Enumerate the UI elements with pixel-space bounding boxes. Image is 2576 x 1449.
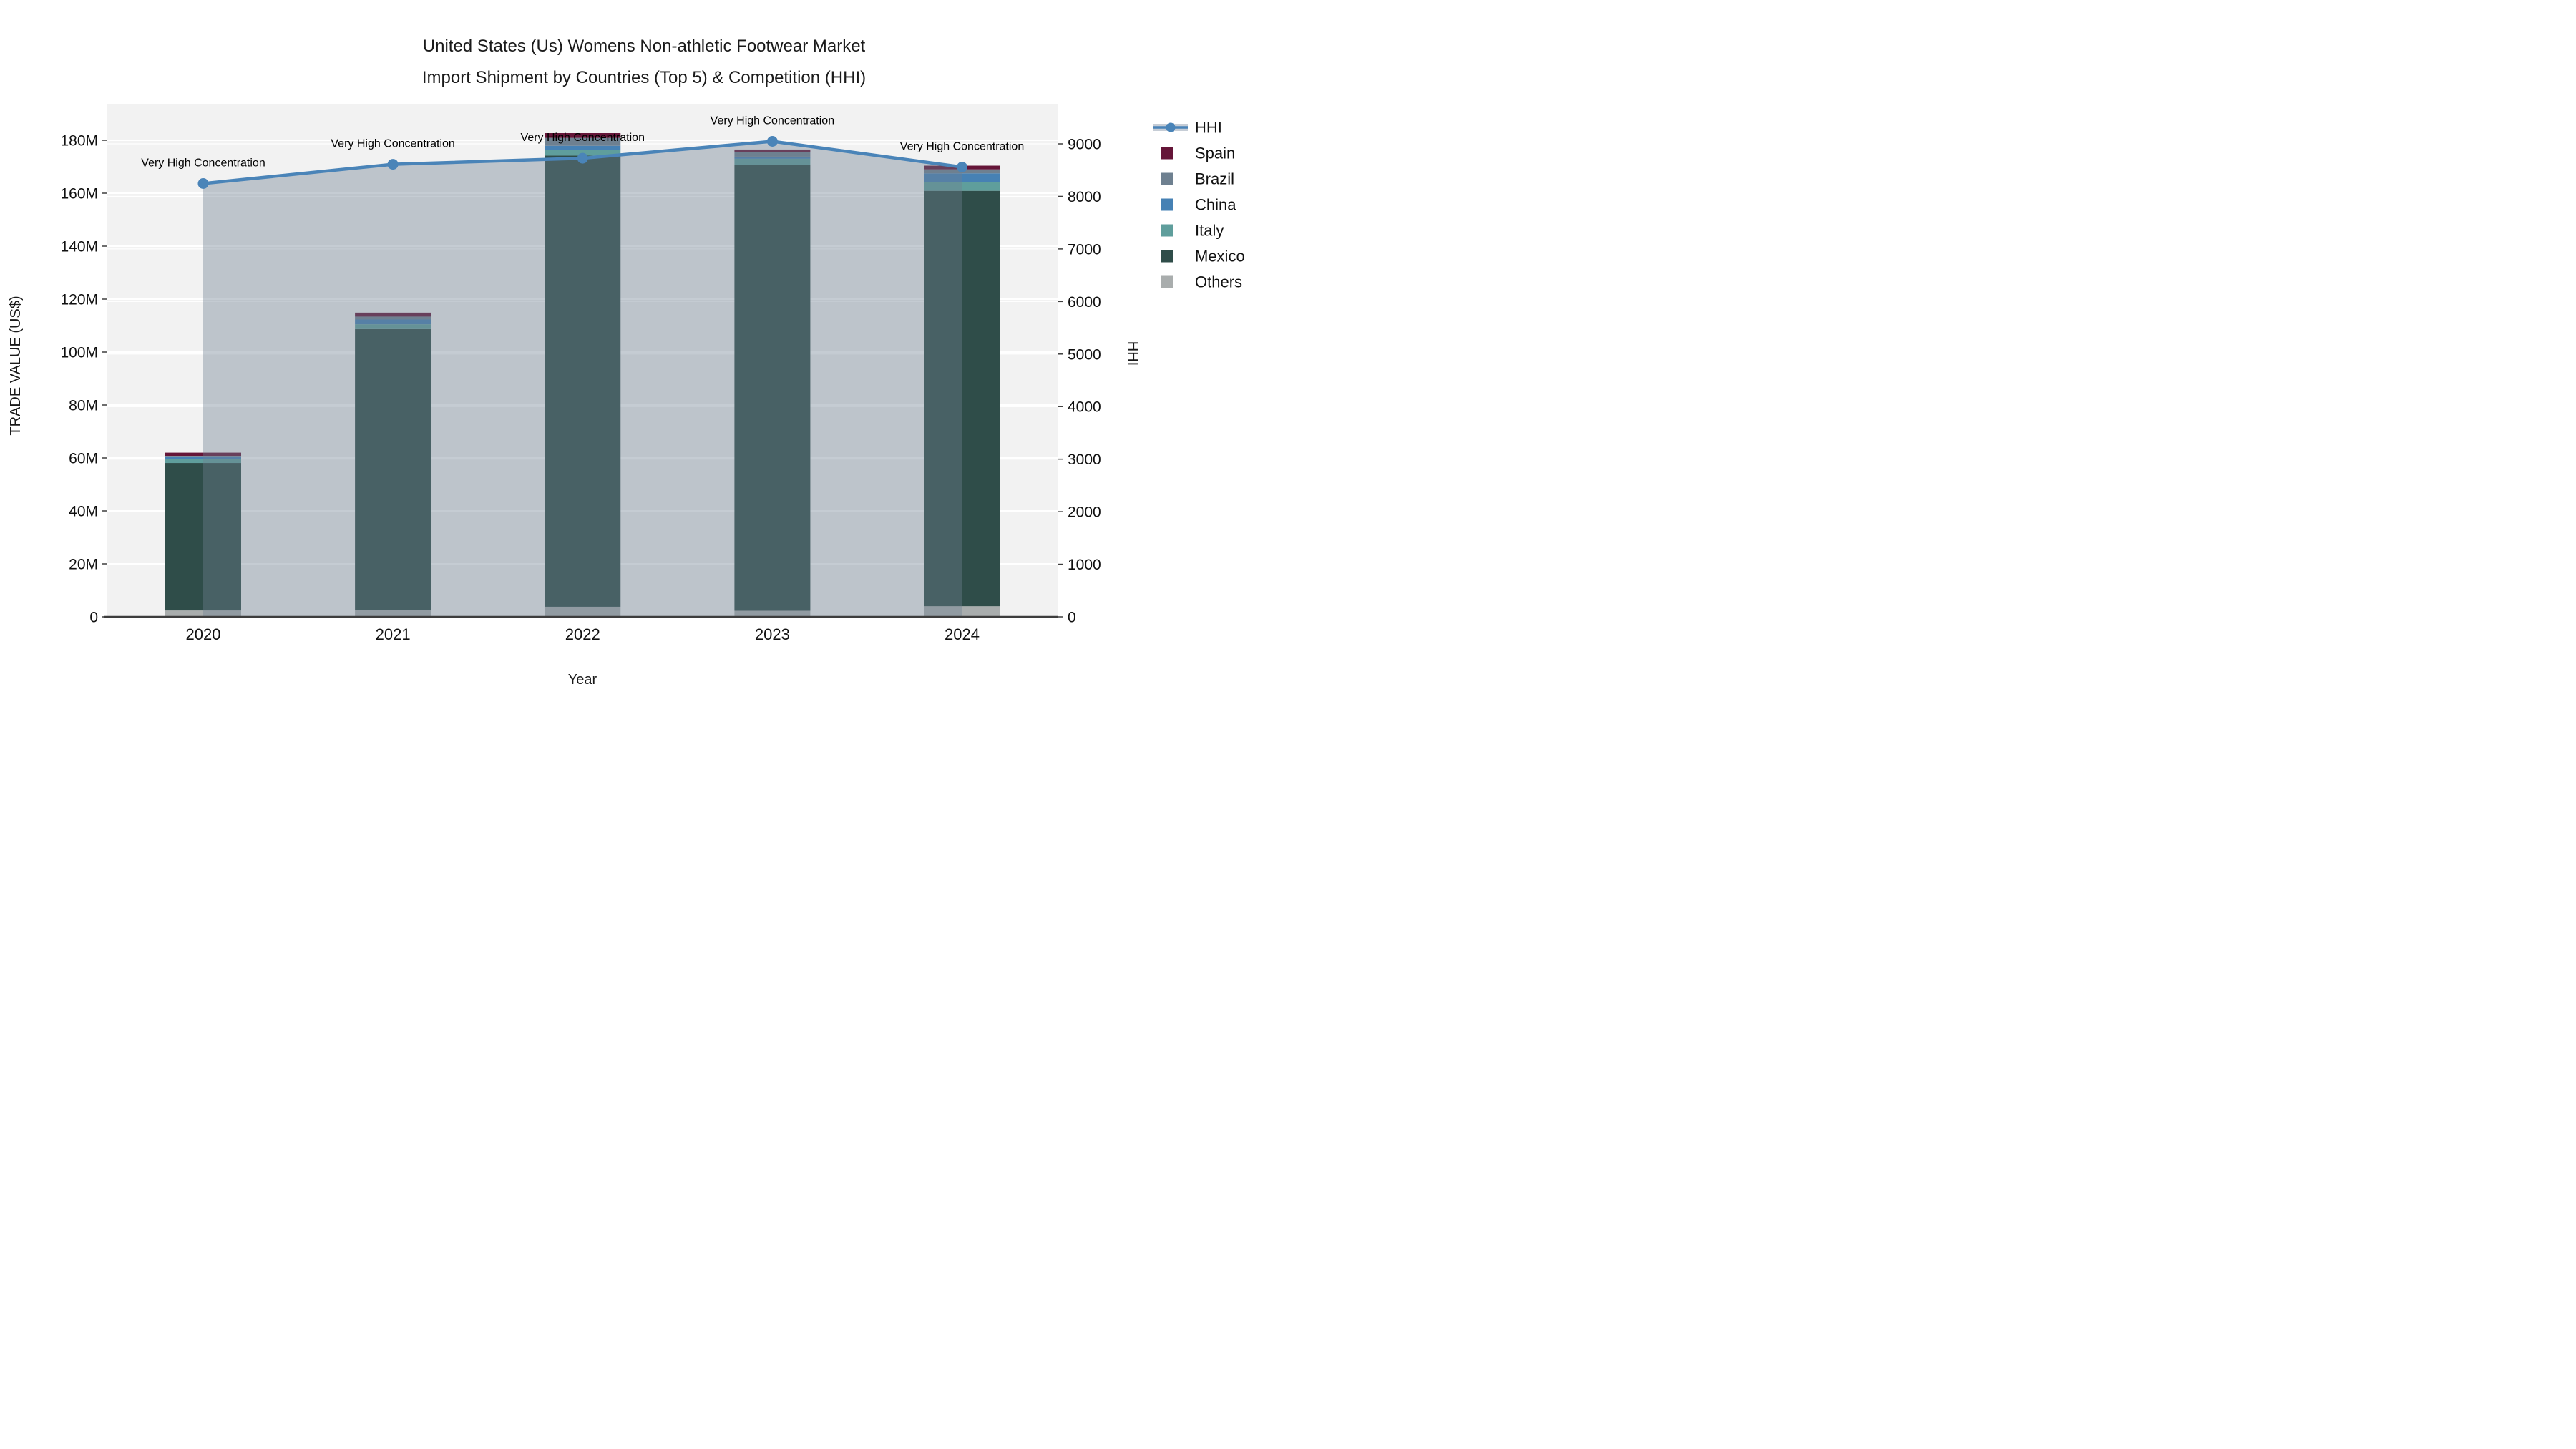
legend-item-spain[interactable]: Spain bbox=[1161, 145, 1235, 162]
chart-svg: 0 20M 40M 60M 80M 100M 120M 140M 160M 180M 0 1000 20… bbox=[8, 36, 1245, 688]
hhi-marker-2024 bbox=[957, 162, 967, 172]
legend-label: Spain bbox=[1195, 145, 1235, 162]
legend-label: China bbox=[1195, 196, 1236, 214]
bar-segment-brazil-2022 bbox=[545, 137, 621, 146]
y-axis-title-left: TRADE VALUE (US$) bbox=[8, 296, 24, 435]
legend-swatch-mexico bbox=[1161, 250, 1173, 263]
bar-segment-mexico-2022 bbox=[545, 155, 621, 607]
y-tick-label-left: 0 bbox=[89, 610, 98, 626]
legend-label: Brazil bbox=[1195, 170, 1234, 188]
bar-segment-mexico-2020 bbox=[165, 463, 241, 611]
bar-segment-italy-2023 bbox=[734, 158, 811, 165]
chart-title-line2: Import Shipment by Countries (Top 5) & C… bbox=[422, 68, 866, 87]
bar-segment-spain-2020 bbox=[165, 452, 241, 457]
annotation-2023: Very High Concentration bbox=[711, 115, 834, 127]
stacked-bars bbox=[165, 133, 1000, 617]
x-tick-label-2024: 2024 bbox=[945, 625, 980, 643]
legend: HHI Spain Brazil China Italy Mexico Others bbox=[1153, 119, 1245, 291]
y-tick-label-right: 9000 bbox=[1068, 137, 1101, 153]
legend-swatch-brazil bbox=[1161, 172, 1173, 185]
bar-segment-spain-2023 bbox=[734, 149, 811, 152]
y-tick-label-right: 4000 bbox=[1068, 399, 1101, 416]
y-tick-label-left: 120M bbox=[60, 292, 98, 308]
legend-label: HHI bbox=[1195, 119, 1222, 137]
bar-segment-brazil-2020 bbox=[165, 456, 241, 457]
hhi-marker-2023 bbox=[766, 136, 778, 147]
bar-segment-mexico-2023 bbox=[734, 165, 811, 611]
annotations: Very High Concentration Very High Concent… bbox=[141, 115, 1024, 170]
y-tick-label-left: 20M bbox=[69, 557, 98, 573]
x-axis-title: Year bbox=[568, 672, 597, 688]
x-tick-label-2022: 2022 bbox=[565, 625, 600, 643]
bar-segment-brazil-2021 bbox=[355, 316, 431, 320]
bar-segment-mexico-2021 bbox=[355, 328, 431, 610]
bar-segment-italy-2022 bbox=[545, 150, 621, 156]
y-tick-label-right: 6000 bbox=[1068, 294, 1101, 311]
bar-segment-china-2023 bbox=[734, 156, 811, 159]
bar-segment-brazil-2023 bbox=[734, 152, 811, 157]
legend-item-mexico[interactable]: Mexico bbox=[1161, 248, 1245, 265]
annotation-2024: Very High Concentration bbox=[900, 141, 1024, 153]
legend-item-others[interactable]: Others bbox=[1161, 273, 1242, 291]
y-tick-label-right: 0 bbox=[1068, 610, 1076, 626]
bar-segment-others-2022 bbox=[545, 606, 621, 617]
annotation-2022: Very High Concentration bbox=[521, 132, 645, 144]
chart-title-line1: United States (Us) Womens Non-athletic F… bbox=[423, 36, 866, 56]
legend-label: Mexico bbox=[1195, 248, 1245, 265]
hhi-marker-2021 bbox=[387, 159, 399, 170]
legend-swatch-others bbox=[1161, 275, 1173, 288]
y-tick-label-left: 40M bbox=[69, 504, 98, 520]
bar-segment-italy-2021 bbox=[355, 324, 431, 329]
bar-segment-others-2020 bbox=[165, 610, 241, 617]
x-tick-label-2023: 2023 bbox=[755, 625, 790, 643]
bar-segment-others-2023 bbox=[734, 610, 811, 617]
hhi-markers bbox=[197, 136, 967, 189]
y-axis-title-right: HHI bbox=[1125, 341, 1141, 366]
y-tick-label-left: 160M bbox=[60, 186, 98, 203]
legend-item-hhi[interactable]: HHI bbox=[1153, 119, 1222, 137]
bar-segment-others-2024 bbox=[924, 606, 1000, 617]
y-tick-label-left: 180M bbox=[60, 133, 98, 150]
legend-item-brazil[interactable]: Brazil bbox=[1161, 170, 1234, 188]
y-tick-label-left: 100M bbox=[60, 345, 98, 361]
bar-segment-italy-2024 bbox=[924, 182, 1000, 191]
y-tick-label-right: 5000 bbox=[1068, 346, 1101, 363]
annotation-2021: Very High Concentration bbox=[331, 138, 454, 150]
x-tick-label-2020: 2020 bbox=[186, 625, 221, 643]
bar-segment-others-2021 bbox=[355, 610, 431, 617]
bar-segment-china-2020 bbox=[165, 456, 241, 459]
y-tick-label-right: 7000 bbox=[1068, 241, 1101, 258]
hhi-area-fill bbox=[203, 141, 962, 617]
hhi-marker-2022 bbox=[577, 152, 588, 164]
legend-swatch-spain bbox=[1161, 147, 1173, 160]
legend-item-italy[interactable]: Italy bbox=[1161, 222, 1224, 240]
y-tick-label-left: 80M bbox=[69, 398, 98, 414]
legend-item-china[interactable]: China bbox=[1161, 196, 1236, 214]
bar-segment-china-2024 bbox=[924, 173, 1000, 182]
bar-segment-italy-2020 bbox=[165, 459, 241, 464]
legend-label: Italy bbox=[1195, 222, 1224, 240]
bar-segment-mexico-2024 bbox=[924, 190, 1000, 607]
x-tick-label-2021: 2021 bbox=[376, 625, 411, 643]
y-tick-label-right: 8000 bbox=[1068, 189, 1101, 205]
bar-segment-spain-2021 bbox=[355, 312, 431, 317]
legend-swatch-italy bbox=[1161, 224, 1173, 237]
hhi-marker-2020 bbox=[197, 178, 209, 189]
tick-labels: 0 20M 40M 60M 80M 100M 120M 140M 160M 180M 0 1000 20… bbox=[60, 133, 1101, 644]
y-tick-label-right: 1000 bbox=[1068, 557, 1101, 573]
bar-segment-china-2021 bbox=[355, 319, 431, 325]
bar-segment-china-2022 bbox=[545, 145, 621, 150]
legend-label: Others bbox=[1195, 273, 1242, 291]
bar-segment-spain-2022 bbox=[545, 133, 621, 138]
legend-swatch-china bbox=[1161, 198, 1173, 211]
chart-stage: 0 20M 40M 60M 80M 100M 120M 140M 160M 180M 0 1000 20… bbox=[0, 0, 1288, 725]
legend-hhi-marker bbox=[1166, 122, 1176, 132]
y-tick-label-right: 2000 bbox=[1068, 504, 1101, 521]
y-tick-label-left: 140M bbox=[60, 239, 98, 255]
annotation-2020: Very High Concentration bbox=[141, 157, 265, 170]
y-tick-label-right: 3000 bbox=[1068, 452, 1101, 468]
y-tick-label-left: 60M bbox=[69, 451, 98, 467]
